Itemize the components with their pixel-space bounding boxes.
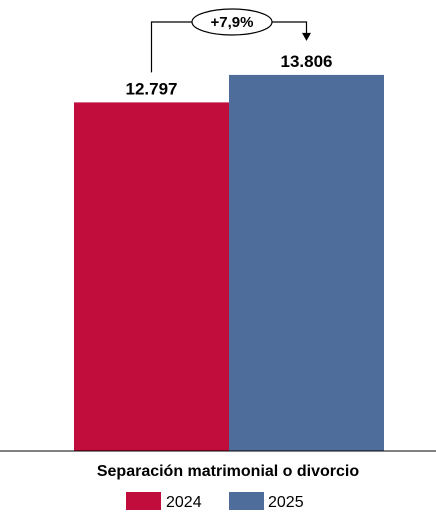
change-ellipse (191, 8, 273, 36)
legend-swatch-2024 (126, 492, 161, 510)
change-arrow-icon (302, 32, 311, 41)
value-label-2024: 12.797 (126, 79, 178, 98)
change-annotation: +7,9% (150, 8, 311, 73)
legend-swatch-2025 (229, 492, 264, 510)
legend-label-2024: 2024 (166, 494, 202, 511)
category-label: Separación matrimonial o divorcio (97, 463, 360, 480)
value-label-2025: 13.806 (281, 52, 333, 71)
bar-2025 (229, 74, 384, 451)
value-labels-group: 12.797 13.806 (126, 52, 333, 98)
change-percent-label: +7,9% (211, 14, 254, 31)
legend: 2024 2025 (126, 492, 304, 511)
bar-2024 (74, 102, 229, 452)
legend-label-2025: 2025 (268, 494, 304, 511)
bars-group (74, 74, 384, 452)
